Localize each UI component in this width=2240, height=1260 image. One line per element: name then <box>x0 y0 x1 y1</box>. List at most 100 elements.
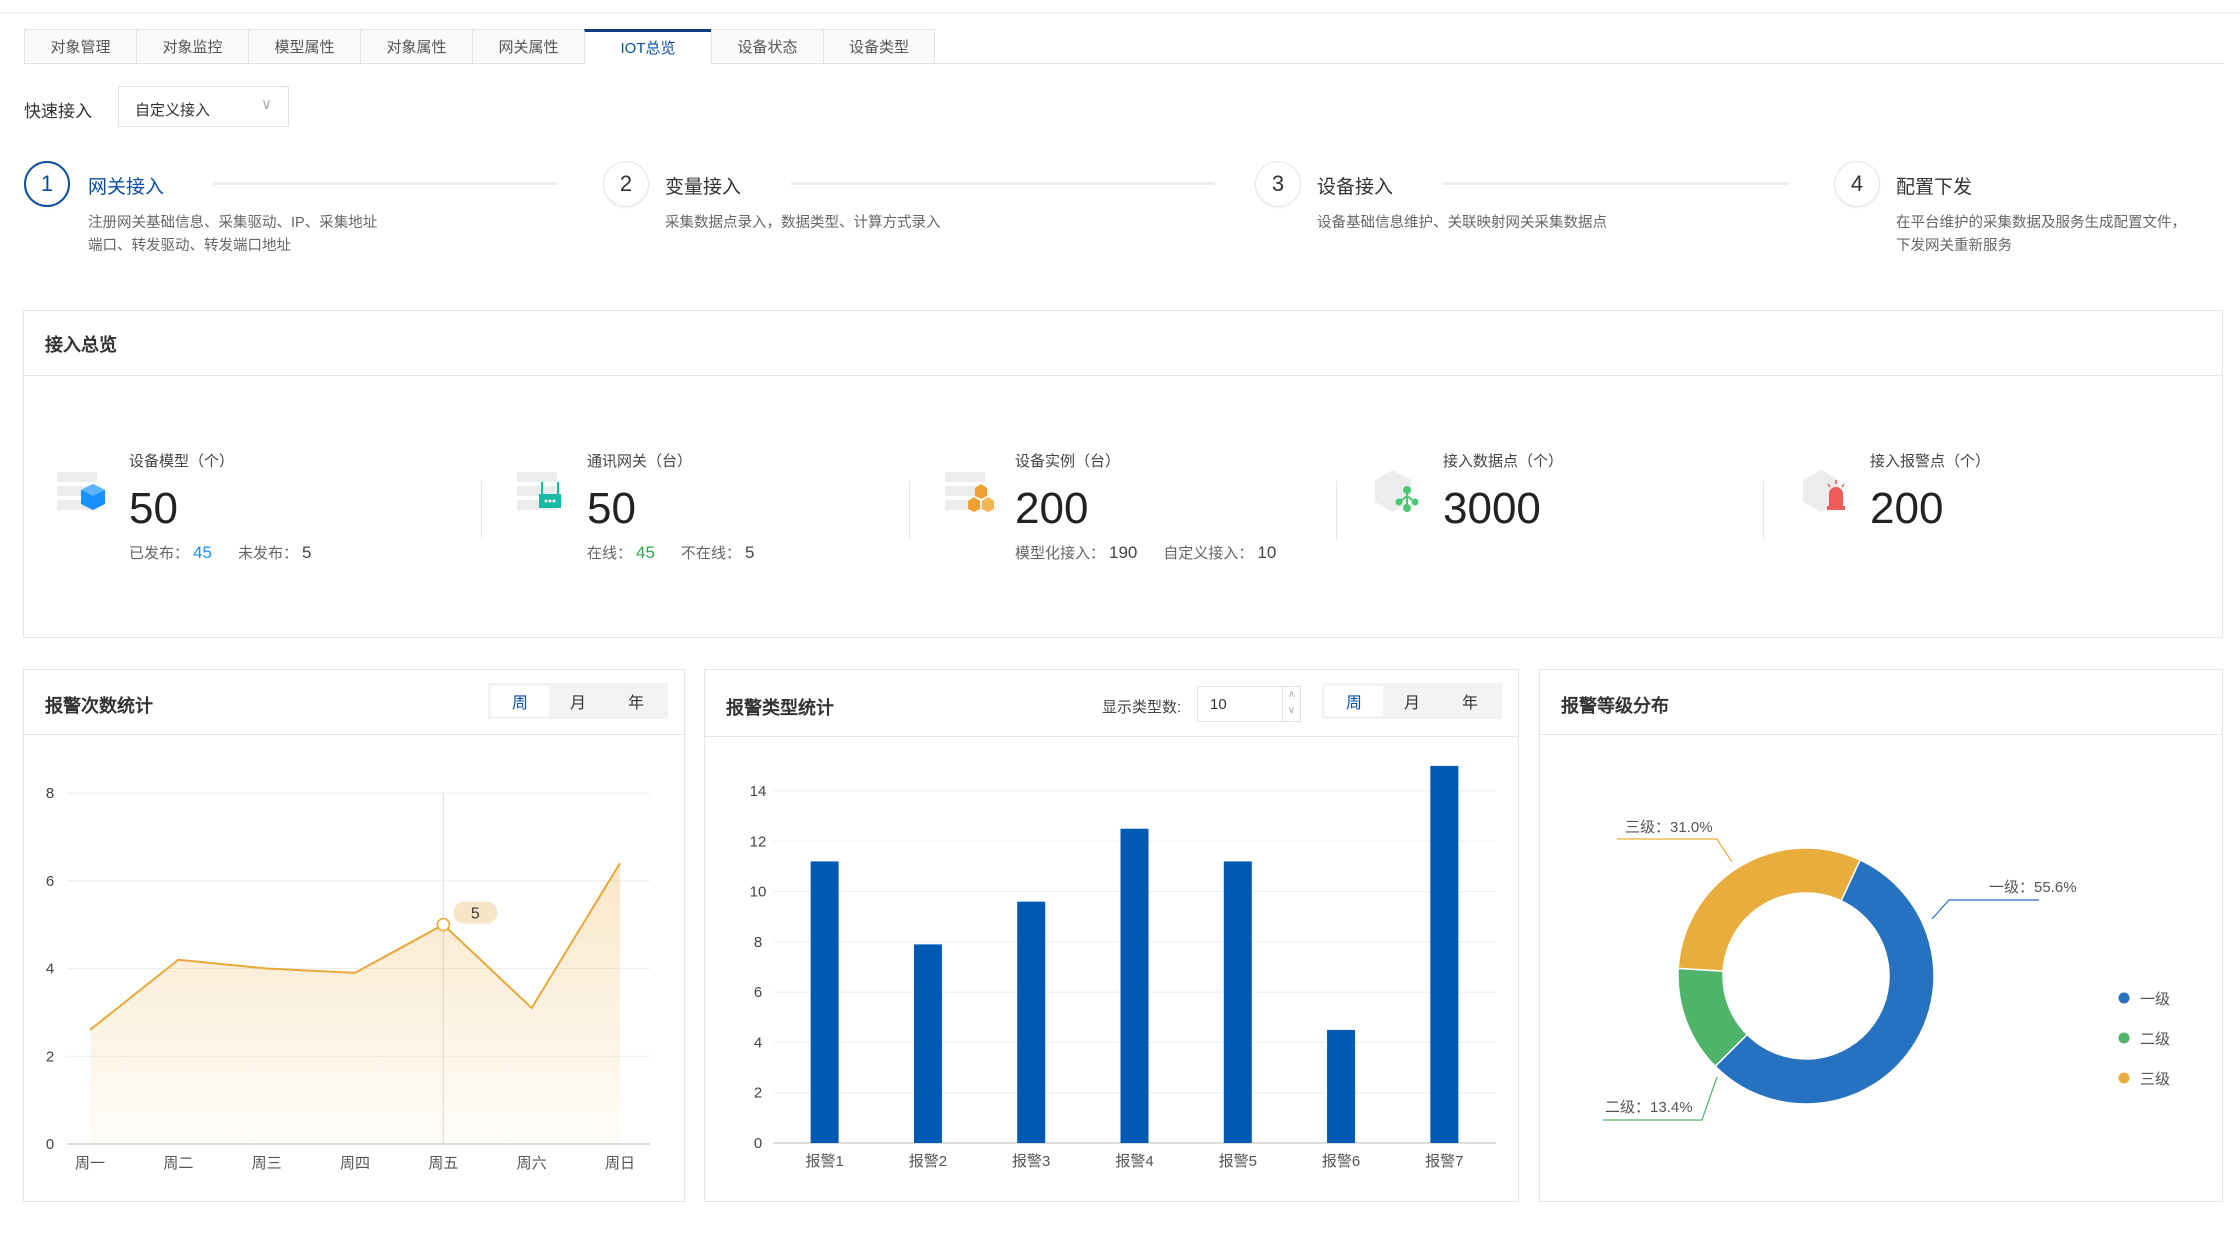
stat-sub-key: 在线： <box>587 545 633 562</box>
y-tick-label: 6 <box>754 984 762 1001</box>
step-desc-line: 端口、转发驱动、转发端口地址 <box>88 238 291 254</box>
stat-divider <box>1336 481 1337 539</box>
stepper-up-icon[interactable]: ∧ <box>1287 689 1296 700</box>
tab-object-management[interactable]: 对象管理 <box>24 29 136 64</box>
y-tick-label: 4 <box>46 961 54 978</box>
area-fill <box>90 863 620 1144</box>
y-tick-label: 10 <box>750 884 767 901</box>
x-tick-label: 周五 <box>428 1155 458 1172</box>
x-tick-label: 周一 <box>75 1155 105 1172</box>
period-week-button[interactable]: 周 <box>491 686 549 716</box>
period-week-button[interactable]: 周 <box>1325 686 1383 716</box>
highlight-point <box>436 917 451 932</box>
step-3-desc: 设备基础信息维护、关联映射网关采集数据点 <box>1317 212 1607 235</box>
step-desc-line: 采集数据点录入，数据类型、计算方式录入 <box>665 215 941 231</box>
step-connector <box>213 182 557 185</box>
legend-label: 三级 <box>2140 1071 2170 1088</box>
bar <box>1120 828 1149 1143</box>
stepper[interactable]: ∧ ∨ <box>1282 687 1300 721</box>
legend-marker <box>2118 992 2130 1004</box>
quick-access-value: 自定义接入 <box>135 102 211 119</box>
alarm-level-title: 报警等级分布 <box>1561 696 1669 716</box>
y-tick-label: 4 <box>754 1034 762 1051</box>
type-count-input[interactable]: 10 ∧ ∨ <box>1197 686 1301 722</box>
period-year-button[interactable]: 年 <box>627 695 644 712</box>
step-4-number: 4 <box>1834 161 1880 207</box>
step-desc-line: 在平台维护的采集数据及服务生成配置文件， <box>1896 215 2186 231</box>
step-1-title[interactable]: 网关接入 <box>88 177 165 198</box>
donut-slice <box>1714 858 1935 1105</box>
chevron-down-icon: ∨ <box>261 96 272 113</box>
period-year-button[interactable]: 年 <box>1461 695 1478 712</box>
tab-model-attributes[interactable]: 模型属性 <box>248 29 360 64</box>
type-count-value: 10 <box>1210 696 1227 713</box>
step-3-number: 3 <box>1255 161 1301 207</box>
x-tick-label: 报警4 <box>1115 1153 1153 1170</box>
step-2-number: 2 <box>603 161 649 207</box>
stat-sub-key: 未发布： <box>237 545 298 562</box>
bar <box>913 944 942 1143</box>
stat-sub: 已发布： 45 未发布： 5 <box>129 542 337 563</box>
stat-value: 200 <box>1870 484 1944 533</box>
stat-label: 设备模型（个） <box>129 453 235 470</box>
step-connector <box>791 182 1215 185</box>
stat-sub-key: 已发布： <box>129 545 190 562</box>
tab-device-type[interactable]: 设备类型 <box>823 29 935 64</box>
stat-divider <box>1763 481 1764 539</box>
stat-sub-value: 45 <box>636 543 655 562</box>
x-tick-label: 周四 <box>340 1155 370 1172</box>
x-tick-label: 报警2 <box>909 1153 947 1170</box>
y-tick-label: 0 <box>46 1136 54 1153</box>
x-tick-label: 周三 <box>252 1155 282 1172</box>
legend-label: 一级 <box>2140 991 2170 1008</box>
legend-marker <box>2118 1072 2130 1084</box>
x-tick-label: 报警7 <box>1425 1153 1463 1170</box>
stat-value: 3000 <box>1443 484 1541 533</box>
overview-header: 接入总览 <box>24 311 2222 376</box>
stat-sub-key: 模型化接入： <box>1015 545 1106 562</box>
stat-label: 设备实例（台） <box>1015 453 1121 470</box>
stat-value: 50 <box>129 484 178 533</box>
period-toggle: 周 月 年 <box>1322 683 1502 719</box>
alarm-count-title: 报警次数统计 <box>45 696 153 716</box>
period-month-button[interactable]: 月 <box>1403 695 1420 712</box>
tab-gateway-attributes[interactable]: 网关属性 <box>472 29 584 64</box>
overview-panel: 接入总览 <box>23 310 2223 638</box>
slice-label-line <box>1931 899 2039 920</box>
stat-sub: 模型化接入： 190 自定义接入： 10 <box>1015 542 1302 563</box>
slice-label: 二级：13.4% <box>1605 1099 1693 1116</box>
quick-access-select[interactable]: 自定义接入 ∨ <box>118 86 289 127</box>
x-tick-label: 报警5 <box>1219 1153 1257 1170</box>
tab-object-monitor[interactable]: 对象监控 <box>136 29 248 64</box>
y-tick-label: 14 <box>750 783 767 800</box>
stepper-down-icon[interactable]: ∨ <box>1287 705 1296 716</box>
step-1-number: 1 <box>24 161 70 207</box>
tab-bar: 对象管理 对象监控 模型属性 对象属性 网关属性 IOT总览 设备状态 设备类型 <box>24 29 935 64</box>
alarm-type-panel: 报警类型统计 显示类型数: 10 ∧ ∨ 周 月 年 <box>704 669 1519 1202</box>
step-2-title[interactable]: 变量接入 <box>665 177 742 198</box>
bar <box>1327 1029 1356 1143</box>
stat-sub-value: 5 <box>301 543 312 562</box>
x-tick-label: 周六 <box>517 1155 547 1172</box>
step-4-title[interactable]: 配置下发 <box>1896 177 1973 198</box>
slice-label: 一级：55.6% <box>1989 879 2077 896</box>
slice-label-line <box>1603 1076 1718 1121</box>
alarm-light-icon <box>1799 466 1851 521</box>
tab-device-status[interactable]: 设备状态 <box>711 29 823 64</box>
step-3-title[interactable]: 设备接入 <box>1317 177 1394 198</box>
x-tick-label: 报警3 <box>1012 1153 1050 1170</box>
stat-sub-key: 自定义接入： <box>1163 545 1254 562</box>
y-tick-label: 2 <box>46 1048 54 1065</box>
period-toggle: 周 月 年 <box>488 683 668 719</box>
y-tick-label: 2 <box>754 1085 762 1102</box>
stat-sub: 在线： 45 不在线： 5 <box>587 542 780 563</box>
tooltip-value: 5 <box>471 906 480 923</box>
y-tick-label: 12 <box>750 833 767 850</box>
tab-iot-overview[interactable]: IOT总览 <box>584 29 711 64</box>
step-desc-line: 下发网关重新服务 <box>1896 238 2012 254</box>
panel-header: 报警类型统计 显示类型数: 10 ∧ ∨ 周 月 年 <box>705 670 1518 737</box>
period-month-button[interactable]: 月 <box>569 695 586 712</box>
y-tick-label: 8 <box>46 785 54 802</box>
tab-object-attributes[interactable]: 对象属性 <box>360 29 472 64</box>
